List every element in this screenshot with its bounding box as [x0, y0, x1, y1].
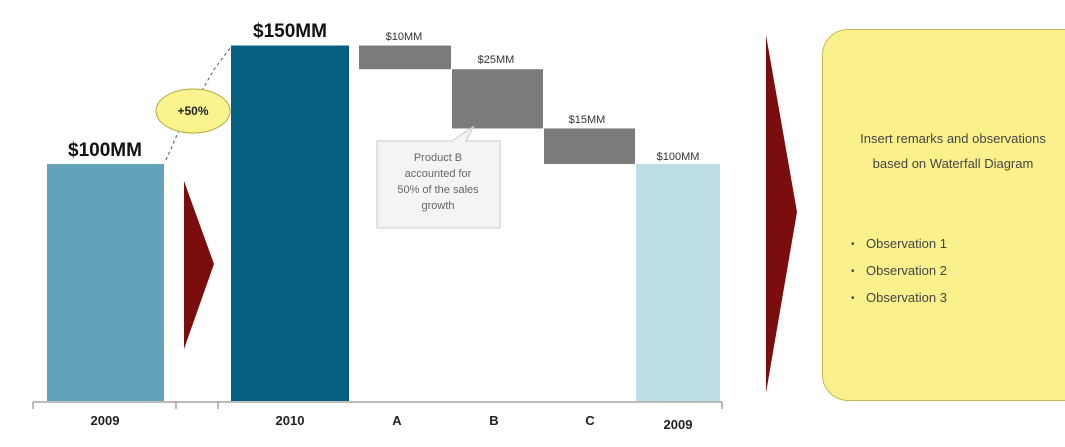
observation-item: Observation 3: [851, 285, 947, 312]
bar-value-label: $150MM: [253, 21, 327, 42]
category-label: A: [392, 413, 402, 428]
right-arrow-icon: [766, 35, 797, 393]
remarks-box: Insert remarks and observations based on…: [822, 29, 1065, 401]
observation-list: Observation 1 Observation 2 Observation …: [851, 231, 947, 312]
bar-value-label: $10MM: [386, 31, 423, 43]
category-label: 2009: [664, 417, 693, 432]
bar-4: [452, 69, 543, 129]
category-label: 2010: [276, 413, 305, 428]
bar-2: [231, 45, 349, 401]
remarks-title: Insert remarks and observations based on…: [860, 131, 1046, 171]
growth-label: +50%: [177, 104, 208, 118]
category-label: B: [489, 413, 498, 428]
annotation-callout: [376, 125, 501, 229]
bar-value-label: $100MM: [657, 151, 700, 163]
bar-value-label: $100MM: [68, 140, 142, 161]
observation-item: Observation 2: [851, 258, 947, 285]
bar-value-label: $15MM: [569, 114, 606, 126]
category-label: C: [585, 413, 595, 428]
bar-value-label: $25MM: [478, 54, 515, 66]
bar-6: [636, 164, 720, 401]
bar-5: [544, 128, 635, 164]
bar-3: [359, 45, 451, 70]
waterfall-chart: $100MM 2009 $150MM 2010 $10MM A $25MM B $15MM C $1…: [32, 21, 797, 432]
observation-item: Observation 1: [851, 231, 947, 258]
right-arrow-icon: [184, 181, 214, 349]
bar-1: [47, 164, 164, 401]
growth-oval: [155, 88, 231, 134]
category-label: 2009: [91, 413, 120, 428]
